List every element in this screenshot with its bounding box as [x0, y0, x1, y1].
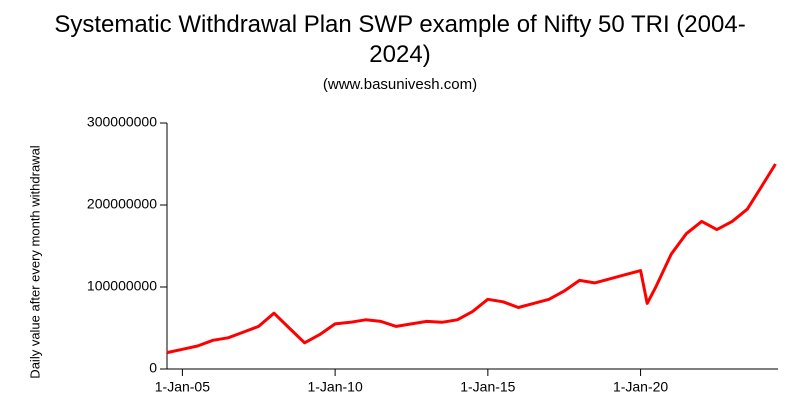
- y-tick-label: 300000000: [87, 114, 157, 130]
- x-tick-label: 1-Jan-10: [307, 379, 362, 395]
- y-tick-label: 200000000: [87, 196, 157, 212]
- y-tick-label: 100000000: [87, 278, 157, 294]
- y-axis-label: Daily value after every month withdrawal: [27, 145, 42, 378]
- x-tick-label: 1-Jan-20: [613, 379, 668, 395]
- data-line: [166, 163, 777, 355]
- y-tick-label: 0: [149, 360, 157, 376]
- chart-subtitle: (www.basunivesh.com): [322, 76, 478, 93]
- chart-title: Systematic Withdrawal Plan SWP example o…: [54, 11, 746, 68]
- x-tick-label: 1-Jan-15: [460, 379, 515, 395]
- x-tick-label: 1-Jan-05: [155, 379, 210, 395]
